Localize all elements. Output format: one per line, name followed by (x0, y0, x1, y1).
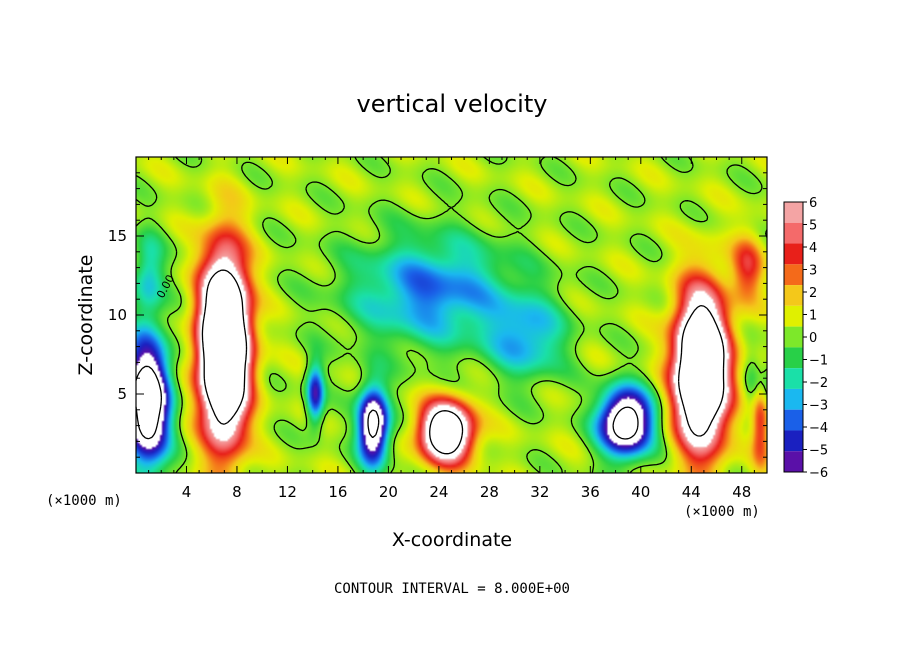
contour-plus-8 (201, 269, 725, 455)
x-tick-label: 28 (480, 483, 499, 501)
heatmap-field (136, 157, 767, 473)
colorbar-tick-label: 1 (809, 309, 817, 324)
colorbar-swatch (784, 285, 803, 306)
contour-zero (135, 156, 768, 474)
contour-minus-8 (135, 365, 639, 440)
x-tick-label: 8 (232, 483, 242, 501)
contour-interval-note: CONTOUR INTERVAL = 8.000E+00 (334, 581, 570, 597)
x-tick-label: 40 (631, 483, 650, 501)
colorbar-swatch (784, 243, 803, 265)
y-tick-label: 15 (108, 227, 127, 245)
zero-contours (135, 156, 768, 474)
x-tick-label: 44 (682, 483, 701, 501)
colorbar-tick-label: −3 (809, 399, 828, 414)
colorbar-tick-label: 5 (809, 219, 817, 234)
x-axis: 4 8 12 16 20 24 28 32 36 40 44 48 (148, 157, 755, 501)
x-unit-left: (×1000 m) (46, 493, 122, 509)
colorbar-tick-label: 4 (809, 241, 817, 256)
colorbar-tick-label: −1 (809, 354, 828, 369)
colorbar-swatch (784, 202, 803, 223)
x-axis-label: X-coordinate (392, 529, 512, 551)
colorbar-tick-label: 6 (809, 196, 817, 211)
colorbar-swatch (784, 305, 803, 327)
chart-title: vertical velocity (357, 90, 548, 118)
x-tick-label: 12 (278, 483, 297, 501)
colorbar-swatch (784, 430, 803, 452)
colorbar-tick-label: 3 (809, 264, 817, 279)
x-tick-label: 24 (429, 483, 448, 501)
y-tick-label: 5 (117, 385, 127, 403)
colorbar-swatch (784, 347, 803, 369)
x-unit-right: (×1000 m) (684, 504, 760, 520)
colorbar-tick-label: −6 (809, 466, 828, 481)
x-tick-label: 4 (182, 483, 192, 501)
y-tick-label: 10 (108, 306, 127, 324)
colorbar-swatch (784, 451, 803, 472)
x-tick-label: 36 (581, 483, 600, 501)
colorbar-tick-label: −4 (809, 421, 828, 436)
x-tick-label: 32 (530, 483, 549, 501)
colorbar-tick-label: 0 (809, 331, 817, 346)
y-axis-label: Z-coordinate (75, 255, 97, 376)
y-axis: 5 10 15 (108, 172, 767, 458)
colorbar: 6 5 4 3 2 1 0 −1 −2 −3 −4 −5 −6 (783, 196, 828, 481)
x-tick-label: 48 (732, 483, 751, 501)
colorbar-tick-label: −5 (809, 444, 828, 459)
colorbar-swatch (784, 264, 803, 286)
colorbar-swatch (784, 368, 803, 389)
colorbar-tick-label: −2 (809, 376, 828, 391)
colorbar-tick-label: 2 (809, 286, 817, 301)
heatmap-image (136, 157, 767, 473)
colorbar-swatch (784, 326, 803, 348)
colorbar-swatch (784, 388, 803, 410)
colorbar-swatch (784, 222, 803, 244)
x-tick-label: 16 (328, 483, 347, 501)
colorbar-swatch (784, 409, 803, 431)
x-tick-label: 20 (379, 483, 398, 501)
